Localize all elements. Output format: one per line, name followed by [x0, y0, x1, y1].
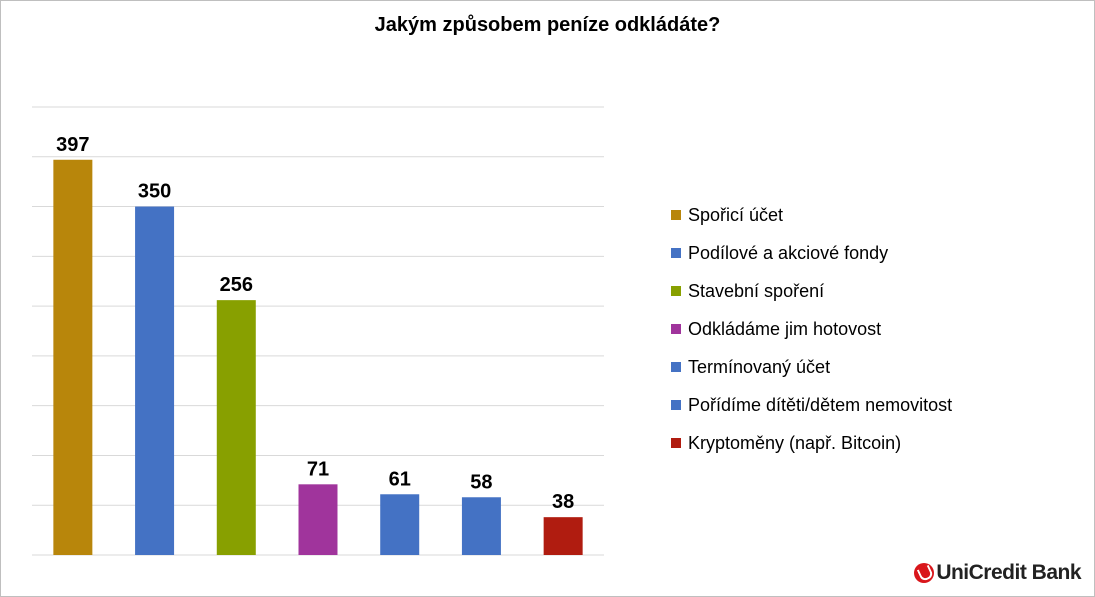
legend-label: Odkládáme jim hotovost: [688, 318, 882, 339]
legend-label: Termínovaný účet: [688, 356, 831, 377]
data-label-5: 61: [389, 468, 411, 490]
data-label-3: 256: [220, 274, 253, 296]
legend-label: Pořídíme dítěti/dětem nemovitost: [688, 394, 953, 415]
data-label-2: 350: [138, 181, 171, 203]
legend-item: Spořicí účet: [671, 196, 952, 234]
legend-swatch: [671, 210, 681, 220]
legend-swatch: [671, 286, 681, 296]
bar-7: [543, 517, 583, 555]
legend-swatch: [671, 400, 681, 410]
bar-6: [461, 497, 501, 555]
legend-item: Podílové a akciové fondy: [671, 234, 952, 272]
data-label-4: 71: [307, 458, 329, 480]
logo-text: UniCredit Bank: [936, 561, 1081, 584]
legend-item: Stavební spoření: [671, 272, 952, 310]
bar-2: [135, 206, 175, 556]
data-label-7: 38: [552, 491, 574, 513]
chart-title: Jakým způsobem peníze odkládáte?: [374, 14, 721, 36]
legend-swatch: [671, 324, 681, 334]
bar-5: [380, 494, 420, 555]
legend-label: Kryptoměny (např. Bitcoin): [688, 432, 902, 453]
legend-swatch: [671, 438, 681, 448]
legend-item: Odkládáme jim hotovost: [671, 310, 952, 348]
legend-label: Podílové a akciové fondy: [688, 242, 889, 263]
data-label-6: 58: [470, 471, 492, 493]
unicredit-logo: UniCredit Bank: [914, 561, 1081, 585]
legend-label: Stavební spoření: [688, 280, 825, 301]
data-label-1: 397: [56, 134, 89, 156]
legend-swatch: [671, 248, 681, 258]
legend-label: Spořicí účet: [688, 204, 784, 225]
chart-legend: Spořicí účet Podílové a akciové fondy Stav…: [671, 196, 952, 462]
unicredit-logo-icon: [914, 563, 935, 583]
legend-swatch: [671, 362, 681, 372]
bar-3: [216, 300, 256, 555]
legend-item: Pořídíme dítěti/dětem nemovitost: [671, 386, 952, 424]
bar-1: [53, 159, 93, 555]
bar-4: [298, 484, 338, 555]
legend-item: Kryptoměny (např. Bitcoin): [671, 424, 952, 462]
legend-item: Termínovaný účet: [671, 348, 952, 386]
